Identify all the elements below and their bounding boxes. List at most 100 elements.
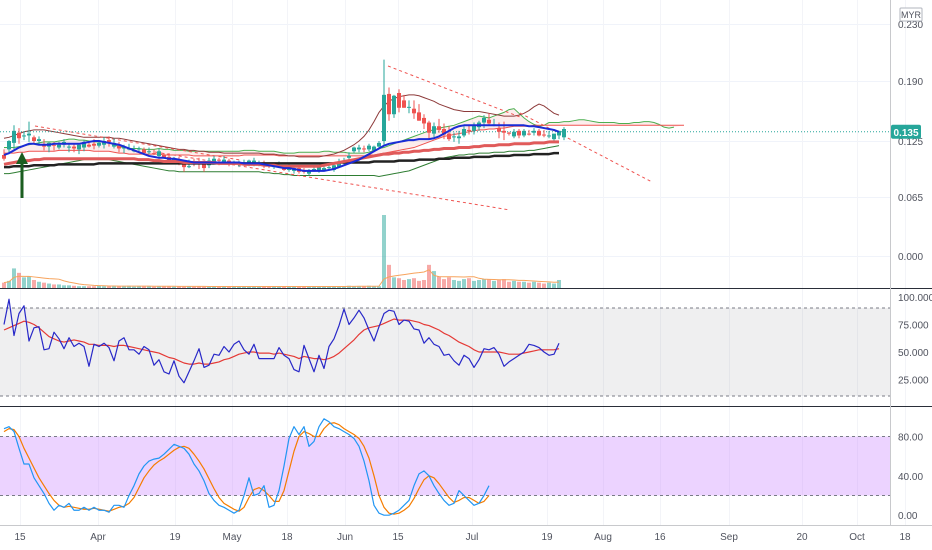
candle-body (497, 128, 501, 132)
candle-body (407, 106, 411, 108)
candle-body (557, 130, 561, 136)
volume-bar (337, 286, 341, 288)
volume-bar (317, 286, 321, 288)
candle-body (122, 147, 126, 149)
candle-body (72, 146, 76, 149)
volume-bar (277, 286, 281, 288)
volume-bar (252, 286, 256, 288)
trend-line-upper-left (34, 125, 241, 161)
price-tick-label: 0.125 (898, 137, 923, 148)
time-axis[interactable]: 15 Apr 19 May 18 Jun 15 Jul 19 Aug 16 Sep 20 Oct 18 (14, 532, 911, 543)
candle-body (312, 169, 316, 170)
time-tick-label: 15 (392, 532, 404, 543)
volume-bar (307, 286, 311, 288)
currency-badge[interactable] (899, 7, 923, 22)
time-tick-label: 20 (796, 532, 808, 543)
volume-bar (552, 283, 556, 288)
candle-body (467, 129, 471, 131)
time-tick-label: 15 (14, 532, 26, 543)
volume-bar (557, 279, 561, 288)
volume-bar (152, 286, 156, 288)
volume-bar (522, 281, 526, 288)
time-tick-label: Oct (849, 532, 865, 543)
time-tick-label: 19 (541, 532, 553, 543)
stoch-k-line (3, 418, 490, 516)
candle-body (152, 153, 156, 155)
volume-bar (177, 286, 181, 288)
volume-bar (182, 286, 186, 288)
price-pane[interactable] (0, 0, 906, 525)
price-axis[interactable]: 0.230 0.190 0.125 0.065 0.000 0.135 100.000 75.… (891, 20, 932, 522)
volume-bar (322, 286, 326, 288)
ma-black-line (4, 151, 559, 169)
volume-bar (37, 281, 41, 288)
candle-body (392, 95, 396, 115)
volume-bar (157, 286, 161, 288)
volume-ma-line (3, 269, 560, 288)
trend-line-projection (519, 112, 653, 183)
rsi-pane[interactable] (0, 298, 890, 397)
candle-body (337, 163, 341, 168)
volume-bar (512, 280, 516, 288)
candle-body (437, 126, 441, 130)
time-tick-label: Jul (466, 532, 479, 543)
volume-bar (187, 286, 191, 288)
stoch-pane[interactable] (0, 418, 890, 516)
volume-bar (212, 286, 216, 288)
volume-bar (127, 285, 131, 288)
candle-body (142, 149, 146, 154)
volume-bar (377, 286, 381, 288)
volume-bar (372, 286, 376, 288)
volume-bar (462, 279, 466, 288)
rsi-line (3, 298, 560, 384)
currency-label: MYR (901, 10, 922, 20)
volume-bar (172, 286, 176, 288)
candle-body (402, 100, 406, 108)
volume-bar (242, 286, 246, 288)
candle-body (442, 129, 446, 135)
volume-bar (487, 279, 491, 288)
candle-body (507, 132, 511, 134)
volume-bar (452, 279, 456, 288)
volume-bar (112, 285, 116, 288)
volume-bar (402, 279, 406, 288)
volume-bar (342, 286, 346, 288)
volume-bar (202, 286, 206, 288)
candle-body (482, 117, 486, 123)
candle-body (97, 142, 101, 146)
volume-bar (357, 286, 361, 288)
ema-blue-line (3, 124, 560, 172)
candle-body (217, 159, 221, 161)
candle-body (7, 141, 11, 150)
price-tick-label: 0.190 (898, 77, 923, 88)
volume-bar (52, 284, 56, 288)
volume-bar (12, 268, 16, 288)
time-tick-label: May (223, 532, 242, 543)
volume-bar (447, 277, 451, 288)
volume-bar (72, 285, 76, 288)
time-tick-label: 18 (899, 532, 911, 543)
current-price-badge (891, 124, 921, 139)
volume-bar (42, 282, 46, 288)
volume-bar (517, 281, 521, 288)
candle-body (537, 130, 541, 136)
candle-body (562, 129, 566, 138)
current-price-label: 0.135 (893, 128, 918, 139)
volume-bar (197, 286, 201, 288)
volume-bar (422, 279, 426, 288)
volume-bar (57, 284, 61, 288)
stoch-tick-label: 0.00 (898, 511, 918, 522)
volume-bar (142, 286, 146, 288)
rsi-tick-label: 75.000 (898, 321, 929, 332)
volume-bar (367, 285, 371, 288)
volume-bar (272, 286, 276, 288)
volume-bar (467, 278, 471, 288)
volume-bar (287, 286, 291, 288)
volume-bar (232, 286, 236, 288)
ma-red-line (3, 140, 559, 168)
volume-bar (302, 286, 306, 288)
candle-body (487, 119, 491, 124)
candle-body (332, 165, 336, 170)
candle-body (2, 155, 6, 159)
